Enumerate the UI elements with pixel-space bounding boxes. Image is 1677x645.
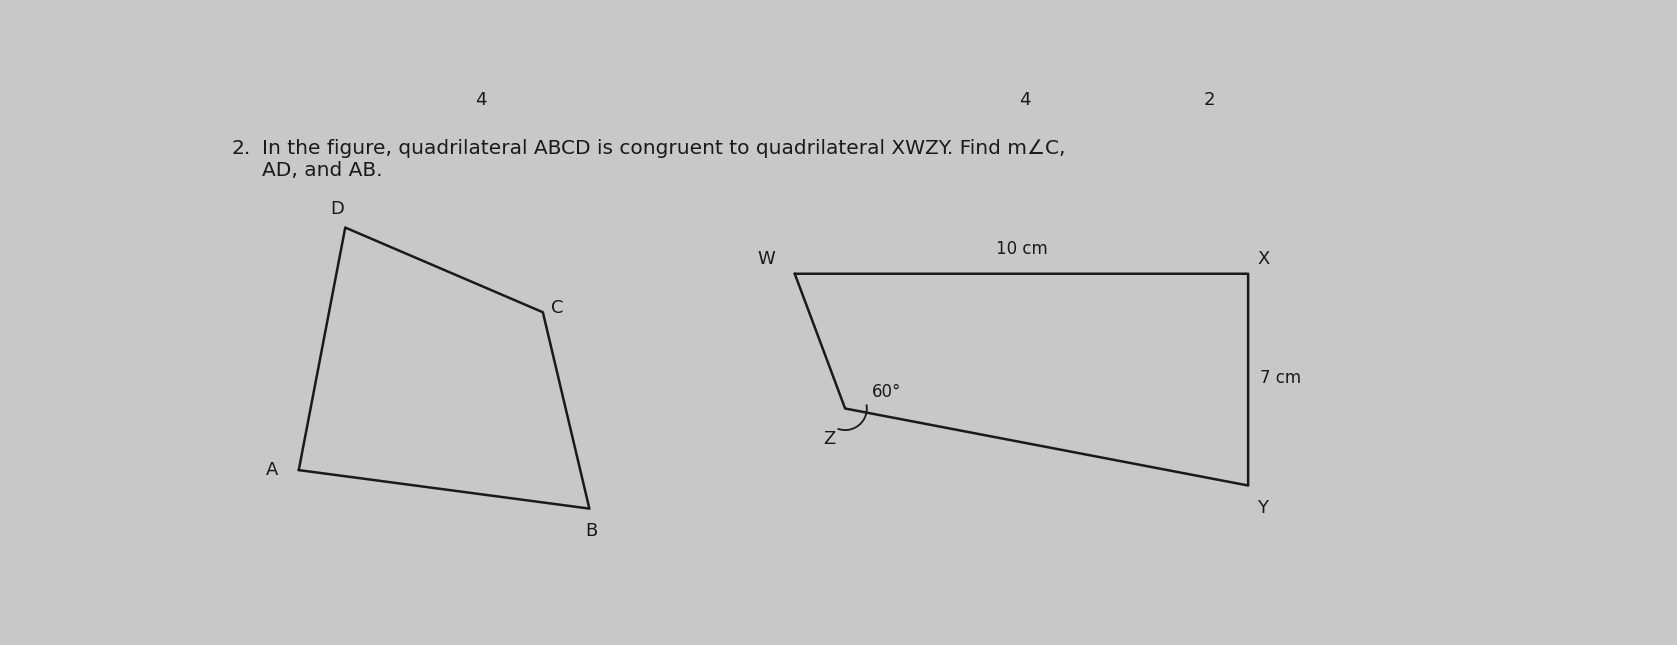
Text: 2: 2 bbox=[1204, 91, 1216, 109]
Text: Z: Z bbox=[823, 430, 835, 448]
Text: W: W bbox=[758, 250, 775, 268]
Text: X: X bbox=[1258, 250, 1269, 268]
Text: 60°: 60° bbox=[872, 382, 902, 401]
Text: C: C bbox=[550, 299, 563, 317]
Text: D: D bbox=[330, 201, 344, 218]
Text: In the figure, quadrilateral ABCD is congruent to quadrilateral XWZY. Find m∠C,
: In the figure, quadrilateral ABCD is con… bbox=[262, 139, 1067, 180]
Text: 2.: 2. bbox=[231, 139, 250, 158]
Text: Y: Y bbox=[1258, 499, 1268, 517]
Text: 10 cm: 10 cm bbox=[996, 241, 1048, 259]
Text: A: A bbox=[265, 461, 278, 479]
Text: B: B bbox=[585, 522, 597, 541]
Text: 4: 4 bbox=[475, 91, 486, 109]
Text: 4: 4 bbox=[1020, 91, 1031, 109]
Text: 7 cm: 7 cm bbox=[1259, 369, 1301, 387]
